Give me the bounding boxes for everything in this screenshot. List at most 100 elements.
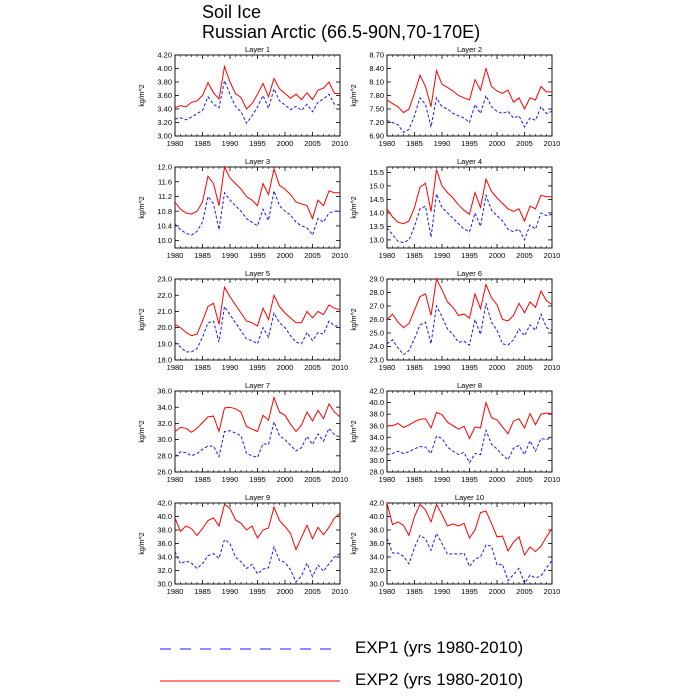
- series-line-exp2: [174, 395, 341, 434]
- x-tick-label: 1980: [167, 363, 184, 372]
- chart-title: Layer 10: [455, 493, 484, 502]
- y-tick-label: 25.0: [369, 329, 384, 338]
- y-tick-label: 28.0: [369, 288, 384, 297]
- y-tick-label: 30.0: [157, 435, 172, 444]
- x-tick-label: 1995: [461, 139, 478, 148]
- x-tick-label: 1990: [222, 363, 239, 372]
- chart-title: Layer 9: [245, 493, 270, 502]
- y-tick-label: 26.0: [157, 468, 172, 477]
- series-line-exp2: [386, 66, 552, 114]
- series-line-exp2: [174, 64, 340, 110]
- x-tick-label: 2000: [489, 475, 506, 484]
- y-tick-label: 32.0: [157, 566, 172, 575]
- series-line-exp1: [174, 189, 340, 237]
- x-tick-label: 1980: [167, 251, 184, 260]
- y-tick-label: 7.50: [369, 105, 384, 114]
- y-tick-label: 38.0: [369, 410, 384, 419]
- chart-panel-2: Layer 2 kg/m^2 1980 1985 1990 1995 2000 2005 201…: [351, 45, 560, 148]
- x-tick-label: 1985: [406, 363, 423, 372]
- legend-label-exp1: EXP1 (yrs 1980-2010): [355, 638, 524, 657]
- x-tick-label: 2010: [544, 251, 561, 260]
- y-tick-label: 8.70: [369, 51, 384, 60]
- page-title: Soil Ice: [202, 2, 262, 22]
- y-tick-label: 3.00: [157, 132, 172, 141]
- y-tick-label: 12.0: [157, 163, 172, 172]
- y-tick-label: 28.0: [157, 451, 172, 460]
- x-tick-label: 2005: [516, 251, 533, 260]
- y-axis-label: kg/m^2: [139, 532, 146, 554]
- y-tick-label: 4.20: [157, 51, 172, 60]
- x-tick-label: 2005: [304, 363, 321, 372]
- series-line-exp1: [174, 78, 341, 125]
- x-tick-label: 2010: [332, 139, 349, 148]
- y-tick-label: 36.0: [157, 539, 172, 548]
- y-tick-label: 3.40: [157, 105, 172, 114]
- chart-title: Layer 8: [457, 381, 482, 390]
- y-tick-label: 32.0: [369, 444, 384, 453]
- x-tick-label: 1995: [461, 251, 478, 260]
- y-tick-label: 34.0: [157, 553, 172, 562]
- y-tick-label: 13.0: [369, 236, 384, 245]
- x-tick-label: 2000: [277, 475, 294, 484]
- x-tick-label: 2010: [332, 251, 349, 260]
- chart-title: Layer 1: [245, 45, 270, 54]
- chart-panel-10: Layer 10 kg/m^2 1980 1985 1990 1995 2000 2005 20…: [351, 493, 560, 596]
- x-tick-label: 1980: [379, 587, 396, 596]
- x-tick-label: 2010: [332, 363, 349, 372]
- y-tick-label: 42.0: [157, 499, 172, 508]
- y-tick-label: 10.8: [157, 207, 172, 216]
- chart-panel-3: Layer 3 kg/m^2 1980 1985 1990 1995 2000 2005 201…: [139, 157, 348, 260]
- y-tick-label: 40.0: [157, 512, 172, 521]
- series-line-exp2: [386, 169, 552, 225]
- x-tick-label: 2000: [489, 363, 506, 372]
- plot-frame: [174, 502, 341, 585]
- plot-frame: [386, 502, 553, 585]
- x-tick-label: 1990: [222, 139, 239, 148]
- y-tick-label: 7.20: [369, 118, 384, 127]
- y-tick-label: 42.0: [369, 387, 384, 396]
- x-tick-label: 1990: [434, 363, 451, 372]
- x-tick-label: 1990: [434, 139, 451, 148]
- x-tick-label: 1990: [222, 587, 239, 596]
- x-tick-label: 2000: [489, 587, 506, 596]
- y-tick-label: 21.0: [157, 307, 172, 316]
- y-axis-label: kg/m^2: [139, 420, 146, 442]
- series-line-exp2: [386, 277, 553, 329]
- y-tick-label: 26.0: [369, 315, 384, 324]
- y-tick-label: 14.0: [369, 209, 384, 218]
- y-tick-label: 42.0: [369, 499, 384, 508]
- x-tick-label: 1980: [379, 139, 396, 148]
- x-tick-label: 1995: [249, 587, 266, 596]
- x-tick-label: 1990: [222, 251, 239, 260]
- y-tick-label: 32.0: [369, 566, 384, 575]
- y-tick-label: 4.00: [157, 64, 172, 73]
- x-tick-label: 2000: [277, 363, 294, 372]
- chart-title: Layer 5: [245, 269, 270, 278]
- chart-panel-7: Layer 7 kg/m^2 1980 1985 1990 1995 2000 2005 201…: [139, 381, 348, 484]
- x-tick-label: 1995: [461, 587, 478, 596]
- y-tick-label: 36.0: [369, 421, 384, 430]
- y-axis-label: kg/m^2: [351, 84, 358, 106]
- y-tick-label: 27.0: [369, 302, 384, 311]
- x-tick-label: 1990: [434, 587, 451, 596]
- x-tick-label: 1995: [249, 139, 266, 148]
- x-tick-label: 1995: [249, 475, 266, 484]
- y-tick-label: 36.0: [369, 539, 384, 548]
- y-tick-label: 14.5: [369, 195, 384, 204]
- y-tick-label: 38.0: [157, 526, 172, 535]
- series-line-exp1: [386, 428, 553, 464]
- y-axis-label: kg/m^2: [139, 84, 146, 106]
- series-line-exp2: [174, 503, 341, 551]
- y-axis-label: kg/m^2: [351, 532, 358, 554]
- x-tick-label: 1985: [406, 251, 423, 260]
- y-tick-label: 30.0: [369, 580, 384, 589]
- x-tick-label: 1990: [222, 475, 239, 484]
- x-tick-label: 1980: [379, 363, 396, 372]
- y-tick-label: 40.0: [369, 398, 384, 407]
- plot-frame: [386, 54, 553, 137]
- x-tick-label: 1995: [461, 475, 478, 484]
- x-tick-label: 1985: [194, 363, 211, 372]
- chart-title: Layer 7: [245, 381, 270, 390]
- series-line-exp1: [386, 532, 553, 585]
- series-line-exp2: [174, 285, 341, 337]
